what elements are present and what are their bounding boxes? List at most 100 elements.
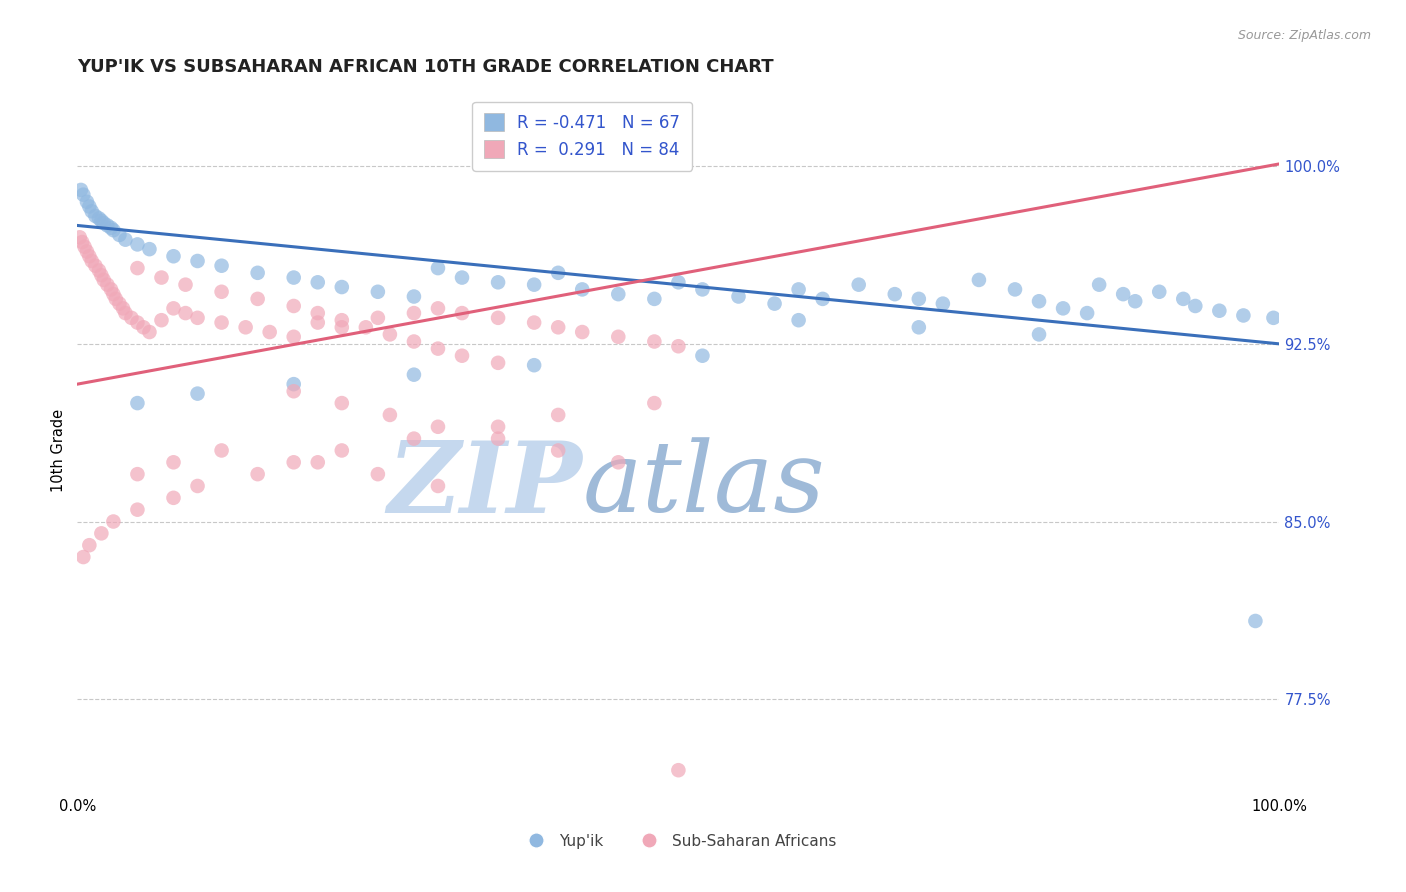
Point [211,316,233,330]
Point [96,219,118,233]
Point [692,282,714,296]
Point [523,358,546,372]
Point [908,320,931,334]
Point [330,320,353,334]
Point [1184,299,1206,313]
Point [1244,614,1267,628]
Point [283,377,305,392]
Point [848,277,870,292]
Point [174,306,197,320]
Point [643,334,665,349]
Point [186,310,209,325]
Point [283,299,305,313]
Point [1088,277,1111,292]
Point [571,282,593,296]
Point [104,292,127,306]
Point [523,316,546,330]
Point [283,455,305,469]
Point [84,259,107,273]
Point [76,194,98,209]
Point [787,282,810,296]
Point [727,289,749,303]
Point [103,515,125,529]
Point [908,292,931,306]
Point [402,368,425,382]
Point [1052,301,1074,316]
Point [692,349,714,363]
Point [367,467,389,482]
Point [402,306,425,320]
Point [330,443,353,458]
Point [607,287,630,301]
Point [246,467,269,482]
Point [486,432,509,446]
Point [486,275,509,289]
Point [378,408,401,422]
Point [330,280,353,294]
Point [1112,287,1135,301]
Point [643,396,665,410]
Text: YUP'IK VS SUBSAHARAN AFRICAN 10TH GRADE CORRELATION CHART: YUP'IK VS SUBSAHARAN AFRICAN 10TH GRADE … [77,58,773,76]
Point [127,502,149,516]
Point [607,455,630,469]
Point [80,254,103,268]
Point [427,301,450,316]
Point [96,277,118,292]
Point [451,306,474,320]
Point [1004,282,1026,296]
Point [246,292,269,306]
Point [114,306,136,320]
Point [79,249,101,263]
Point [1173,292,1195,306]
Point [108,227,131,242]
Point [402,432,425,446]
Point [607,330,630,344]
Point [162,249,184,263]
Point [186,479,209,493]
Point [174,277,197,292]
Point [84,209,107,223]
Point [367,310,389,325]
Point [307,275,329,289]
Text: Source: ZipAtlas.com: Source: ZipAtlas.com [1237,29,1371,42]
Point [402,334,425,349]
Point [93,273,115,287]
Point [111,301,134,316]
Point [932,296,955,310]
Point [162,455,184,469]
Point [451,270,474,285]
Point [283,270,305,285]
Point [1028,327,1050,342]
Point [668,275,690,289]
Point [427,479,450,493]
Point [114,233,136,247]
Point [283,384,305,399]
Point [93,216,115,230]
Point [259,325,281,339]
Point [330,313,353,327]
Point [162,491,184,505]
Point [486,310,509,325]
Point [283,330,305,344]
Point [162,301,184,316]
Point [138,325,160,339]
Point [70,183,93,197]
Point [1232,309,1254,323]
Point [883,287,905,301]
Point [1208,303,1230,318]
Point [127,467,149,482]
Point [211,259,233,273]
Legend: Yup'ik, Sub-Saharan Africans: Yup'ik, Sub-Saharan Africans [515,828,842,855]
Point [79,200,101,214]
Point [69,230,91,244]
Point [138,242,160,256]
Point [547,320,569,334]
Point [967,273,990,287]
Point [367,285,389,299]
Point [1123,294,1146,309]
Point [307,455,329,469]
Point [150,270,173,285]
Point [211,285,233,299]
Point [1028,294,1050,309]
Point [643,292,665,306]
